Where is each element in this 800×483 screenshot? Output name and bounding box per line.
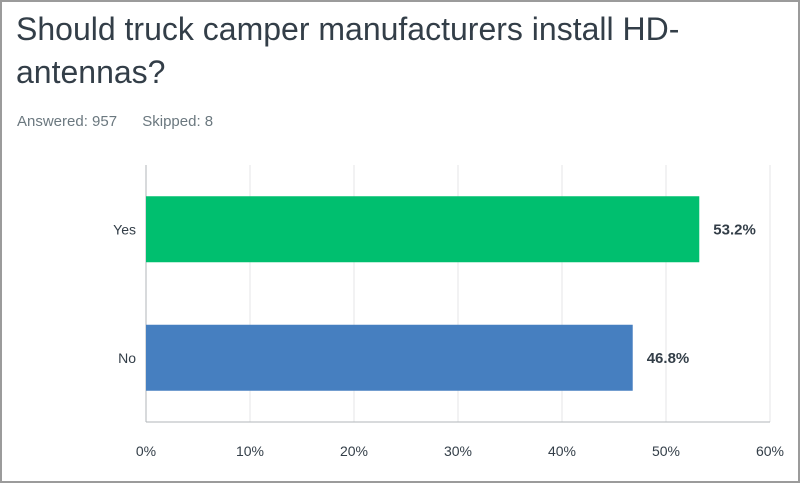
x-tick-label-60: 60% <box>756 443 784 459</box>
data-label-no: 46.8% <box>647 350 690 367</box>
skipped-count: Skipped: 8 <box>142 113 214 130</box>
bar-yes <box>146 196 700 263</box>
x-tick-label-10: 10% <box>236 443 264 459</box>
bar-no <box>146 324 633 391</box>
data-label-yes: 53.2% <box>713 221 756 238</box>
x-tick-label-50: 50% <box>652 443 680 459</box>
x-tick-label-30: 30% <box>444 443 472 459</box>
category-label-no: No <box>118 350 136 366</box>
x-tick-label-40: 40% <box>548 443 576 459</box>
chart-title: Should truck camper manufacturers instal… <box>16 11 680 90</box>
answered-count: Answered: 957 <box>17 113 118 130</box>
x-tick-label-20: 20% <box>340 443 368 459</box>
category-label-yes: Yes <box>113 221 136 237</box>
response-stats: Answered: 957 Skipped: 8 <box>17 113 234 130</box>
x-tick-label-0: 0% <box>136 443 156 459</box>
